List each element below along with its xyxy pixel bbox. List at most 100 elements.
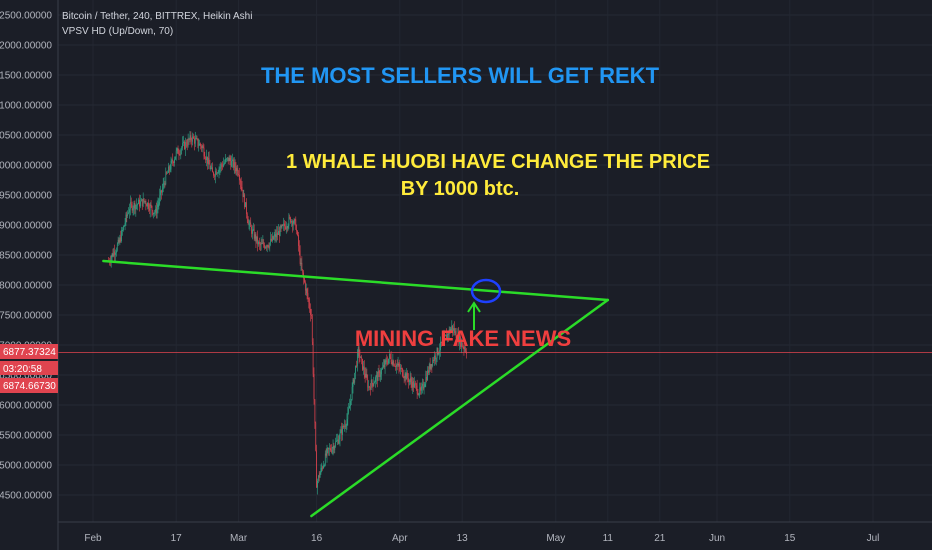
candle-body [391, 362, 393, 365]
candle-body [314, 399, 316, 423]
candle-body [229, 157, 231, 162]
trendlines[interactable] [102, 259, 610, 518]
upper-trendline[interactable] [102, 259, 610, 302]
candle-body [458, 334, 460, 344]
grid [58, 0, 932, 522]
candle-body [345, 425, 347, 427]
candle-body [121, 230, 122, 242]
candle-body [233, 162, 235, 168]
candle-body [151, 205, 153, 211]
candle-body [340, 429, 342, 433]
candle-body [146, 204, 148, 207]
candle-body [456, 338, 458, 341]
candle-body [359, 356, 361, 358]
candle-body [138, 199, 139, 205]
candle-body [347, 412, 349, 420]
candle-body [447, 333, 448, 339]
candle-body [450, 328, 452, 332]
candle-body [300, 262, 302, 264]
candle-body [251, 226, 252, 234]
candle-body [288, 217, 290, 226]
candle-body [395, 365, 396, 368]
candle-body [111, 253, 113, 258]
up-arrow-icon[interactable] [467, 301, 481, 330]
candle-body [200, 145, 202, 149]
x-tick-label: May [546, 533, 565, 544]
candle-body [272, 236, 274, 240]
candle-body [409, 378, 411, 381]
candle-body [342, 425, 343, 435]
candle-body [166, 172, 168, 174]
candle-body [119, 237, 121, 243]
candle-body [130, 202, 132, 204]
candle-body [437, 348, 439, 355]
candle-body [271, 238, 272, 241]
candle-body [208, 157, 210, 165]
candle-body [358, 347, 360, 357]
candle-body [218, 168, 220, 173]
y-axis[interactable]: 12500.00000 12000.00000 11500.00000 11000.0… [0, 0, 59, 550]
y-tick-label: 9500.00000 [0, 191, 52, 202]
candle-body [299, 250, 301, 264]
candle-body [148, 202, 149, 209]
candle-body [147, 202, 148, 207]
candle-body [133, 202, 135, 209]
candle-body [272, 236, 273, 241]
x-tick-label: Mar [230, 533, 248, 544]
y-tick-label: 10000.00000 [0, 161, 52, 172]
candle-body [415, 384, 417, 386]
candle-body [226, 157, 228, 159]
candle-body [371, 380, 373, 384]
candle-body [155, 209, 157, 214]
candle-body [173, 161, 174, 163]
candle-body [408, 378, 409, 382]
candle-body [315, 422, 317, 451]
candle-body [433, 359, 434, 361]
candle-body [337, 439, 339, 444]
candle-body [381, 369, 382, 375]
candle-body [377, 371, 379, 381]
candle-body [438, 352, 440, 355]
candle-body [132, 208, 134, 211]
candle-body [265, 246, 266, 248]
candle-body [363, 366, 364, 370]
candle-body [459, 336, 460, 344]
lower-trendline[interactable] [310, 298, 610, 518]
candle-body [278, 231, 280, 236]
candle-body [278, 231, 279, 235]
candle-body [161, 190, 162, 193]
candle-body [273, 236, 275, 240]
candle-body [134, 202, 136, 210]
highlight-circle[interactable] [470, 278, 502, 304]
candle-body [322, 467, 324, 469]
candle-body [294, 219, 296, 221]
candle-body [305, 288, 307, 291]
candle-body [395, 364, 397, 368]
candle-body [256, 236, 258, 242]
candle-body [423, 386, 425, 389]
candle-body [170, 161, 172, 170]
candle-body [376, 375, 377, 378]
x-tick-label: 15 [784, 533, 796, 544]
candle-body [428, 370, 429, 373]
candle-body [285, 226, 286, 229]
candle-body [167, 172, 168, 174]
candle-body [194, 138, 195, 144]
candle-body [334, 446, 336, 450]
candle-body [335, 441, 337, 447]
candle-body [120, 237, 122, 242]
candle-body [312, 341, 314, 375]
candle-body [281, 224, 283, 228]
candle-body [420, 387, 421, 391]
candle-body [275, 234, 277, 238]
candle-body [277, 232, 278, 235]
candle-body [354, 372, 356, 383]
candle-body [368, 386, 369, 388]
symbol-legend: Bitcoin / Tether, 240, BITTREX, Heikin A… [62, 11, 252, 22]
candle-body [406, 372, 408, 380]
candle-body [268, 246, 270, 248]
candle-body [246, 214, 248, 220]
x-axis[interactable]: Feb 17 Mar 16 Apr 13 May 11 21 Jun 15 Jul [58, 521, 932, 544]
